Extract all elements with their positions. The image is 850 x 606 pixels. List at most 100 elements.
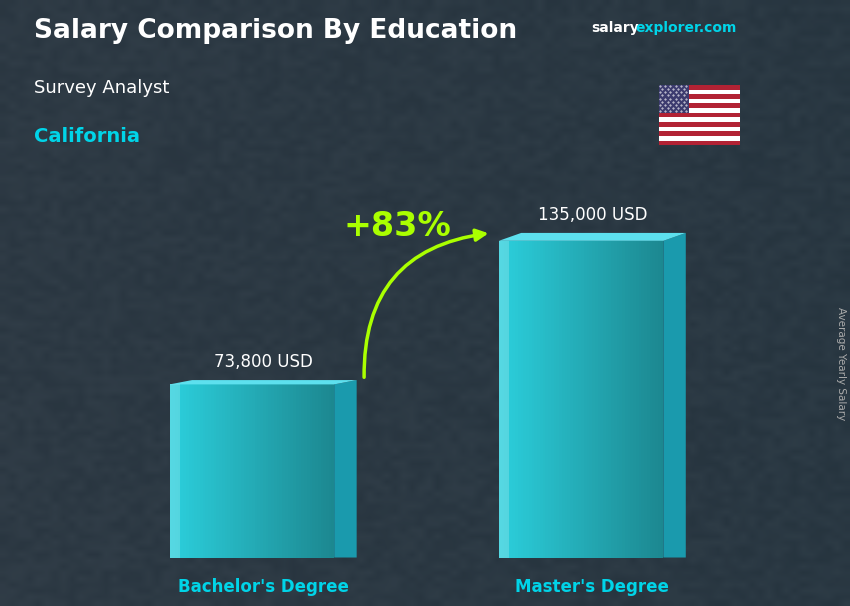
Bar: [535, 241, 537, 558]
Bar: [633, 241, 636, 558]
Bar: [659, 122, 740, 127]
Bar: [611, 241, 614, 558]
Bar: [548, 241, 551, 558]
Bar: [244, 384, 246, 558]
Text: California: California: [34, 127, 140, 146]
Bar: [263, 384, 266, 558]
Bar: [230, 384, 233, 558]
Bar: [213, 384, 216, 558]
Bar: [227, 384, 230, 558]
Bar: [513, 241, 515, 558]
Bar: [211, 384, 213, 558]
Bar: [246, 384, 249, 558]
Polygon shape: [334, 380, 357, 558]
Bar: [282, 384, 285, 558]
Bar: [309, 384, 312, 558]
Bar: [659, 85, 689, 113]
Bar: [285, 384, 287, 558]
Bar: [170, 384, 173, 558]
Bar: [540, 241, 542, 558]
Text: explorer.com: explorer.com: [636, 21, 737, 35]
Bar: [659, 90, 740, 94]
Bar: [659, 118, 740, 122]
Bar: [499, 241, 502, 558]
Bar: [557, 241, 559, 558]
Bar: [658, 241, 660, 558]
Bar: [222, 384, 224, 558]
Bar: [647, 241, 649, 558]
Bar: [301, 384, 304, 558]
Bar: [258, 384, 260, 558]
Bar: [595, 241, 598, 558]
Bar: [589, 241, 592, 558]
Bar: [562, 241, 564, 558]
Bar: [649, 241, 652, 558]
Bar: [255, 384, 258, 558]
Bar: [515, 241, 518, 558]
Bar: [564, 241, 567, 558]
Bar: [584, 241, 586, 558]
Text: 73,800 USD: 73,800 USD: [213, 353, 313, 371]
Bar: [504, 241, 507, 558]
Bar: [191, 384, 195, 558]
Bar: [296, 384, 298, 558]
Bar: [659, 85, 740, 90]
Bar: [659, 136, 740, 141]
Text: salary: salary: [591, 21, 638, 35]
Bar: [200, 384, 202, 558]
Bar: [546, 241, 548, 558]
Bar: [598, 241, 600, 558]
Text: Bachelor's Degree: Bachelor's Degree: [178, 578, 348, 596]
Bar: [271, 384, 274, 558]
Bar: [312, 384, 315, 558]
Bar: [532, 241, 535, 558]
Polygon shape: [170, 380, 357, 384]
Bar: [280, 384, 282, 558]
Bar: [287, 384, 291, 558]
Bar: [529, 241, 532, 558]
Bar: [235, 384, 238, 558]
Bar: [195, 384, 197, 558]
Bar: [655, 241, 658, 558]
Bar: [581, 241, 584, 558]
Bar: [559, 241, 562, 558]
Bar: [320, 384, 323, 558]
Bar: [652, 241, 655, 558]
Bar: [542, 241, 546, 558]
Bar: [206, 384, 208, 558]
Bar: [175, 384, 178, 558]
Bar: [502, 241, 504, 558]
Bar: [276, 384, 280, 558]
Bar: [208, 384, 211, 558]
Bar: [521, 241, 524, 558]
Bar: [614, 241, 617, 558]
Bar: [249, 384, 252, 558]
Text: Survey Analyst: Survey Analyst: [34, 79, 169, 97]
Bar: [659, 94, 740, 99]
Bar: [510, 241, 513, 558]
Bar: [570, 241, 573, 558]
Bar: [181, 384, 184, 558]
Bar: [260, 384, 263, 558]
Bar: [638, 241, 642, 558]
Bar: [606, 241, 609, 558]
Bar: [293, 384, 296, 558]
Bar: [603, 241, 606, 558]
Bar: [659, 141, 740, 145]
Bar: [291, 384, 293, 558]
Bar: [186, 384, 189, 558]
Bar: [233, 384, 235, 558]
Bar: [575, 241, 578, 558]
Bar: [578, 241, 581, 558]
Bar: [642, 241, 644, 558]
Bar: [189, 384, 191, 558]
Bar: [224, 384, 227, 558]
Text: 135,000 USD: 135,000 USD: [537, 206, 647, 224]
Bar: [307, 384, 309, 558]
Bar: [274, 384, 276, 558]
Bar: [269, 384, 271, 558]
Bar: [241, 384, 244, 558]
Bar: [659, 113, 740, 118]
Bar: [315, 384, 318, 558]
Polygon shape: [499, 233, 686, 241]
